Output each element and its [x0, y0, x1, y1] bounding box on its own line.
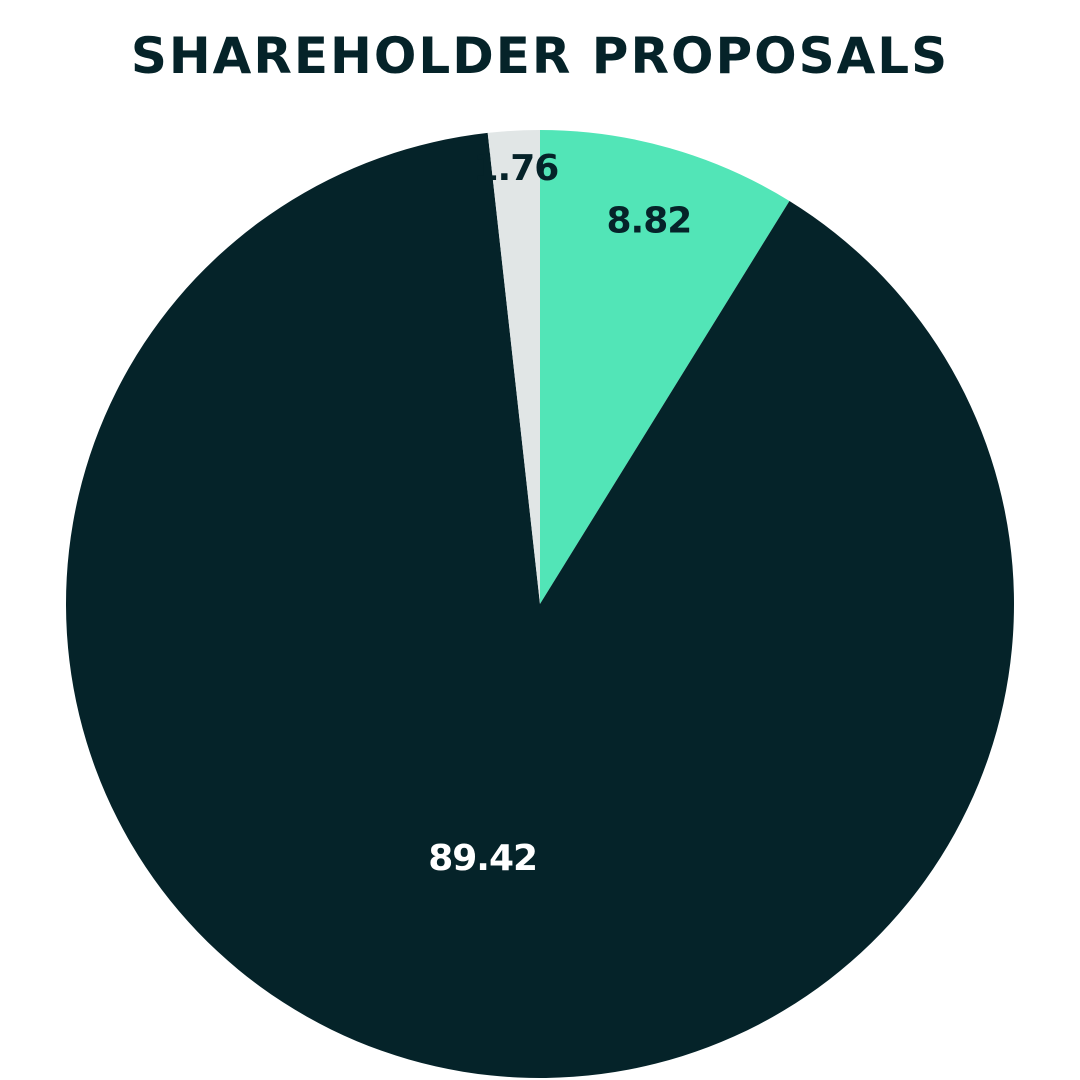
slice-label-1: 89.42	[428, 838, 537, 879]
slice-label-2: 1.76	[473, 148, 558, 189]
chart-title: SHAREHOLDER PROPOSALS	[130, 27, 950, 85]
pie-slice-0	[540, 130, 790, 604]
pie-slices	[65, 130, 1014, 1079]
pie-slice-1	[65, 132, 1014, 1079]
slice-label-0: 8.82	[607, 201, 692, 242]
pie-slice-2	[487, 130, 540, 604]
pie-labels: 8.82 89.42 1.76	[428, 148, 692, 879]
